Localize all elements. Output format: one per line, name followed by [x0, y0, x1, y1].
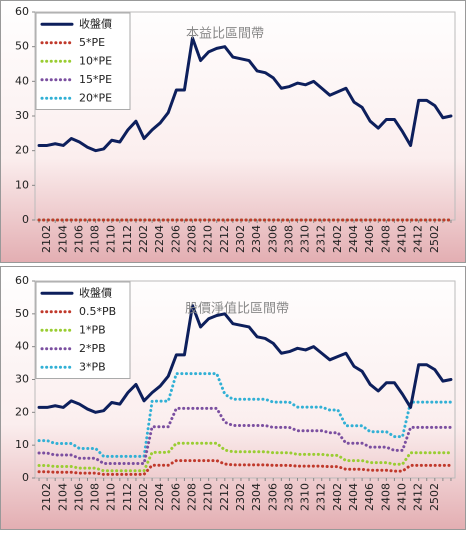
x-tick-label: 2206 [169, 483, 182, 511]
legend-label: 15*PE [79, 73, 112, 86]
series-line [37, 36, 453, 153]
x-tick-label: 2108 [89, 483, 102, 511]
x-tick-label: 2410 [396, 225, 409, 253]
series-line [37, 304, 453, 414]
x-tick-label: 2204 [153, 483, 166, 511]
x-tick-label: 2210 [202, 483, 215, 511]
legend-label: 收盤價 [79, 285, 112, 299]
x-tick-label: 2502 [428, 225, 441, 253]
x-tick-label: 2110 [105, 225, 118, 253]
x-tick-label: 2412 [412, 225, 425, 253]
x-tick-label: 2312 [315, 483, 328, 511]
y-tick-label: 60 [15, 5, 29, 18]
x-tick-label: 2308 [282, 225, 295, 253]
x-tick-label: 2404 [347, 483, 360, 511]
x-tick-label: 2306 [266, 225, 279, 253]
series-line [37, 441, 453, 473]
x-tick-label: 2112 [121, 225, 134, 253]
x-tick-label: 2404 [347, 225, 360, 253]
x-tick-label: 2402 [331, 483, 344, 511]
x-tick-label: 2202 [137, 225, 150, 253]
legend-label: 3*PB [79, 360, 106, 373]
x-tick-label: 2110 [105, 483, 118, 511]
x-tick-label: 2204 [153, 225, 166, 253]
x-tick-label: 2302 [234, 483, 247, 511]
y-tick-label: 20 [15, 144, 29, 157]
y-tick-label: 50 [15, 40, 29, 53]
series-line [37, 372, 453, 458]
x-tick-label: 2302 [234, 225, 247, 253]
x-tick-label: 2408 [379, 225, 392, 253]
legend-label: 0.5*PB [79, 305, 116, 318]
x-tick-label: 2210 [202, 225, 215, 253]
x-tick-label: 2406 [363, 225, 376, 253]
x-tick-label: 2406 [363, 483, 376, 511]
x-tick-label: 2212 [218, 483, 231, 511]
y-tick-label: 20 [15, 405, 29, 418]
y-tick-label: 40 [15, 74, 29, 87]
y-tick-label: 50 [15, 307, 29, 320]
x-tick-label: 2310 [299, 483, 312, 511]
x-tick-label: 2312 [315, 225, 328, 253]
x-tick-label: 2104 [56, 483, 69, 511]
y-tick-label: 0 [22, 213, 29, 226]
legend-label: 20*PE [79, 91, 112, 104]
x-tick-label: 2502 [428, 483, 441, 511]
x-tick-label: 2212 [218, 225, 231, 253]
x-tick-label: 2112 [121, 483, 134, 511]
x-tick-label: 2208 [186, 483, 199, 511]
x-tick-label: 2402 [331, 225, 344, 253]
x-tick-label: 2304 [250, 225, 263, 253]
x-tick-label: 2206 [169, 225, 182, 253]
x-tick-label: 2102 [40, 483, 53, 511]
chart-title: 本益比區間帶 [186, 27, 264, 42]
x-tick-label: 2410 [396, 483, 409, 511]
y-tick-label: 30 [15, 109, 29, 122]
series-line [37, 459, 453, 476]
x-tick-label: 2202 [137, 483, 150, 511]
legend-label: 5*PE [79, 36, 105, 49]
y-tick-label: 30 [15, 373, 29, 386]
x-tick-label: 2308 [282, 483, 295, 511]
y-tick-label: 40 [15, 340, 29, 353]
series-line [37, 406, 453, 466]
y-tick-label: 0 [22, 471, 29, 484]
x-tick-label: 2208 [186, 225, 199, 253]
x-tick-label: 2106 [72, 225, 85, 253]
legend-label: 1*PB [79, 323, 106, 336]
x-tick-label: 2310 [299, 225, 312, 253]
x-tick-label: 2104 [56, 225, 69, 253]
x-tick-label: 2108 [89, 225, 102, 253]
y-tick-label: 10 [15, 438, 29, 451]
y-tick-label: 60 [15, 274, 29, 287]
x-tick-label: 2304 [250, 483, 263, 511]
x-tick-label: 2102 [40, 225, 53, 253]
x-tick-label: 2306 [266, 483, 279, 511]
x-tick-label: 2408 [379, 483, 392, 511]
x-tick-label: 2412 [412, 483, 425, 511]
chart-title: 股價淨值比區間帶 [185, 301, 289, 317]
legend-label: 2*PB [79, 342, 106, 355]
x-tick-label: 2106 [72, 483, 85, 511]
legend-label: 收盤價 [79, 16, 112, 30]
y-tick-label: 10 [15, 178, 29, 191]
legend-label: 10*PE [79, 54, 112, 67]
